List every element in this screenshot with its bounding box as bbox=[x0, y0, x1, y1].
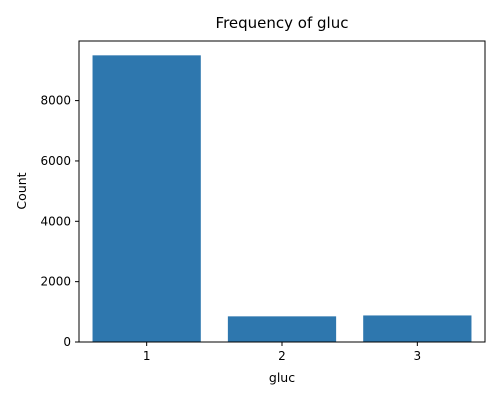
x-tick-label-2: 2 bbox=[278, 349, 286, 363]
plot-area-frame bbox=[78, 40, 486, 343]
y-axis-ticks: 0 2000 4000 6000 8000 bbox=[40, 94, 79, 349]
y-tick-label-4000: 4000 bbox=[40, 214, 71, 228]
y-tick-label-8000: 8000 bbox=[40, 94, 71, 108]
x-tick-label-1: 1 bbox=[143, 349, 151, 363]
y-tick-label-6000: 6000 bbox=[40, 154, 71, 168]
x-axis-ticks: 1 2 3 bbox=[143, 342, 421, 363]
x-tick-label-3: 3 bbox=[414, 349, 422, 363]
x-axis-label: gluc bbox=[269, 370, 295, 385]
bars-group bbox=[92, 55, 472, 342]
bar-2 bbox=[227, 316, 337, 342]
bar-1 bbox=[92, 55, 201, 342]
y-axis-label: Count bbox=[14, 172, 29, 209]
chart-title: Frequency of gluc bbox=[216, 14, 349, 32]
y-tick-label-0: 0 bbox=[63, 335, 71, 349]
y-tick-label-2000: 2000 bbox=[40, 275, 71, 289]
bar-3 bbox=[363, 315, 472, 342]
